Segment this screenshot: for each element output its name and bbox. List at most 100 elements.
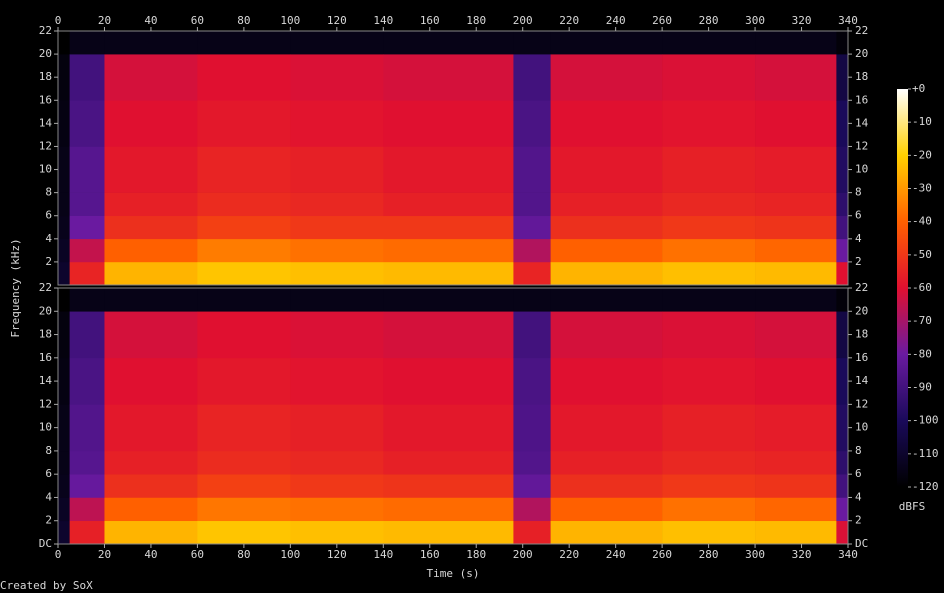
heat-cell [69, 261, 105, 286]
y-tick-label: 10 [39, 163, 52, 176]
heat-cell [104, 311, 198, 359]
heat-cell [197, 288, 291, 312]
y-tick-label: 4 [45, 490, 52, 503]
heat-cell [58, 288, 70, 312]
x-tick-label: 60 [191, 548, 204, 561]
y-tick-label: 6 [45, 209, 52, 222]
heat-cell [104, 474, 198, 498]
y-tick-label: 14 [855, 374, 869, 387]
y-tick-label: 2 [855, 514, 862, 527]
heat-cell [383, 450, 514, 475]
heat-cell [104, 288, 198, 312]
y-tick-label: 12 [855, 139, 868, 152]
heat-cell [104, 404, 198, 452]
y-tick-label: 20 [39, 304, 52, 317]
heat-cell [197, 404, 291, 452]
heat-cell [836, 192, 849, 217]
y-tick-label: 14 [39, 116, 53, 129]
heat-cell [513, 261, 551, 286]
heat-cell [662, 450, 756, 475]
x-tick-label: 280 [699, 14, 719, 27]
y-tick-label: DC [39, 537, 52, 550]
colorbar-tick-label: +0 [912, 82, 925, 95]
x-tick-label: 140 [373, 14, 393, 27]
heat-cell [836, 31, 849, 55]
heat-cell [550, 238, 663, 263]
colorbar-tick-label: -20 [912, 148, 932, 161]
heat-cell [290, 192, 384, 217]
heat-cell [836, 100, 849, 147]
y-tick-label: 4 [855, 490, 862, 503]
heat-cell [58, 497, 70, 522]
heat-cell [383, 357, 514, 405]
heat-cell [69, 238, 105, 263]
heat-cell [197, 450, 291, 475]
heat-cell [290, 238, 384, 263]
heat-cell [290, 520, 384, 545]
heat-cell [290, 261, 384, 286]
heat-cell [383, 311, 514, 359]
heat-cell [383, 497, 514, 522]
colorbar-tick-label: -90 [912, 381, 932, 394]
heat-cell [662, 146, 756, 193]
heat-cell [662, 288, 756, 312]
y-tick-label: 8 [855, 444, 862, 457]
x-axis-title: Time (s) [427, 567, 480, 580]
heat-cell [69, 54, 105, 101]
y-tick-label: 20 [855, 304, 868, 317]
heat-cell [550, 357, 663, 405]
heat-cell [58, 474, 70, 498]
heat-cell [58, 450, 70, 475]
heat-cell [513, 497, 551, 522]
heat-cell [58, 404, 70, 452]
heat-cell [550, 215, 663, 240]
y-tick-label: 16 [855, 93, 868, 106]
heat-cell [290, 288, 384, 312]
heat-cell [836, 404, 849, 452]
heat-cell [513, 215, 551, 240]
y-tick-label: 12 [39, 397, 52, 410]
x-tick-label: 40 [144, 548, 157, 561]
heat-cell [836, 520, 849, 545]
heat-cell [69, 146, 105, 193]
heat-cell [383, 238, 514, 263]
x-tick-label: 180 [466, 548, 486, 561]
heat-cell [513, 450, 551, 475]
heat-cell [755, 474, 837, 498]
heat-cell [755, 31, 837, 55]
heat-cell [836, 146, 849, 193]
y-tick-label: 12 [855, 397, 868, 410]
x-tick-label: 300 [745, 14, 765, 27]
heat-cell [513, 288, 551, 312]
heat-cell [513, 31, 551, 55]
x-tick-label: 180 [466, 14, 486, 27]
heat-cell [383, 404, 514, 452]
x-tick-label: 120 [327, 548, 347, 561]
heat-cell [662, 311, 756, 359]
colorbar [897, 89, 908, 487]
x-tick-label: 260 [652, 14, 672, 27]
x-tick-label: 260 [652, 548, 672, 561]
y-tick-label: 22 [39, 281, 52, 294]
heat-cell [58, 520, 70, 545]
heat-cell [550, 54, 663, 101]
heat-cell [383, 192, 514, 217]
x-tick-label: 0 [55, 14, 62, 27]
heat-cell [755, 146, 837, 193]
heat-cell [197, 238, 291, 263]
x-tick-label: 140 [373, 548, 393, 561]
colorbar-tick-label: -80 [912, 347, 932, 360]
y-tick-label: 20 [855, 47, 868, 60]
heat-cell [58, 311, 70, 359]
heat-cell [836, 54, 849, 101]
heat-cell [513, 100, 551, 147]
heat-cell [662, 474, 756, 498]
y-tick-label: 14 [39, 374, 53, 387]
colorbar-tick-label: -10 [912, 115, 932, 128]
heat-cell [69, 450, 105, 475]
heat-cell [662, 357, 756, 405]
y-tick-label: 2 [855, 255, 862, 268]
y-tick-label: 18 [39, 70, 52, 83]
heat-cell [197, 357, 291, 405]
